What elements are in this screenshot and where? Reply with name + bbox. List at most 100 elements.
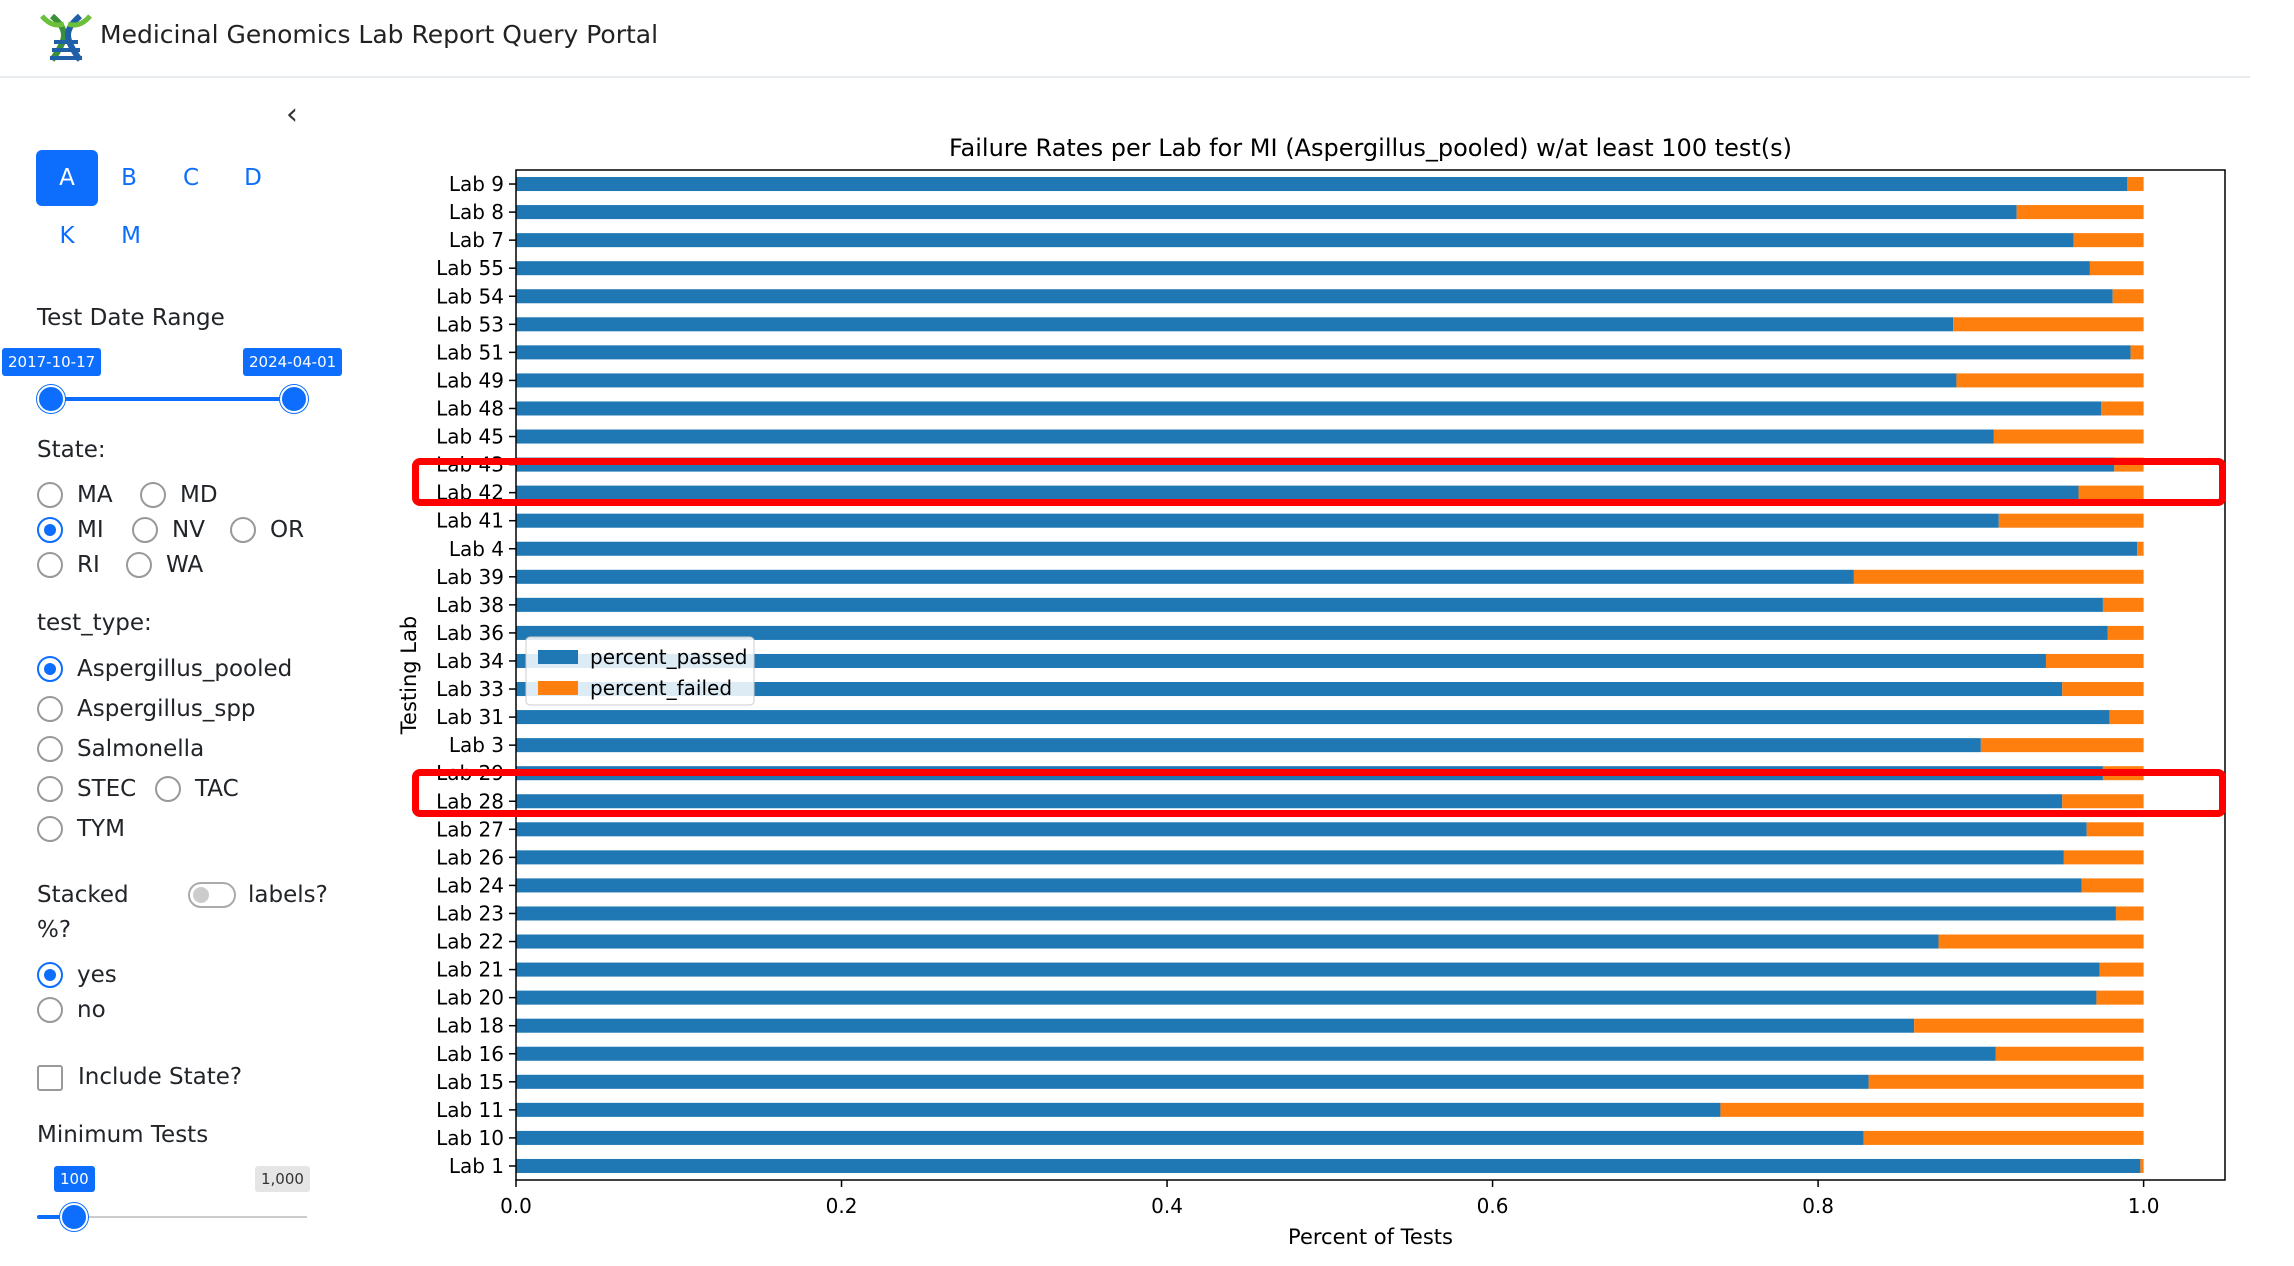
bar-percent-failed (1998, 513, 2144, 528)
bar-percent-passed (516, 934, 1939, 949)
y-tick-label: Lab 11 (436, 1098, 504, 1122)
test-type-label: test_type: (37, 610, 152, 636)
y-tick-label: Lab 51 (436, 340, 504, 364)
tab-k[interactable]: K (59, 223, 75, 249)
y-tick-label: Lab 22 (436, 930, 504, 954)
bar-percent-passed (516, 597, 2103, 612)
bar-percent-failed (2109, 710, 2144, 725)
bar-percent-passed (516, 1018, 1915, 1033)
state-radio-or[interactable]: OR (230, 517, 304, 543)
state-radio-ri[interactable]: RI (37, 552, 100, 578)
y-tick-label: Lab 39 (436, 565, 504, 589)
state-radio-nv[interactable]: NV (132, 517, 205, 543)
plot-frame (515, 169, 2226, 1181)
tab-d[interactable]: D (244, 165, 262, 191)
bar-percent-passed (516, 990, 2097, 1005)
state-radio-ma[interactable]: MA (37, 482, 113, 508)
legend-swatch (538, 650, 578, 664)
bar-percent-failed (2063, 850, 2144, 865)
bar-percent-passed (516, 317, 1954, 332)
state-radio-md[interactable]: MD (140, 482, 218, 508)
test-type-radio-aspergillus-spp[interactable]: Aspergillus_spp (37, 696, 256, 722)
bar-percent-passed (516, 906, 2116, 921)
bar-percent-failed (1995, 1046, 2144, 1061)
bar-percent-passed (516, 625, 2108, 640)
bar-percent-failed (2016, 205, 2144, 220)
bar-percent-passed (516, 345, 2131, 360)
y-tick-label: Lab 33 (436, 677, 504, 701)
bar-percent-failed (2045, 653, 2144, 668)
y-tick-label: Lab 27 (436, 817, 504, 841)
test-type-radio-salmonella[interactable]: Salmonella (37, 736, 204, 762)
date-end-handle[interactable] (280, 385, 308, 413)
state-radio-wa[interactable]: WA (126, 552, 203, 578)
stacked-radio-no[interactable]: no (37, 997, 106, 1023)
tab-a[interactable]: A (36, 150, 98, 206)
min-tests-slider-track[interactable] (37, 1215, 75, 1219)
bar-percent-failed (1868, 1074, 2144, 1089)
test-type-radio-tac[interactable]: TAC (155, 776, 239, 802)
bar-percent-passed (516, 738, 1981, 753)
tab-b[interactable]: B (121, 165, 137, 191)
labels-toggle[interactable] (188, 882, 236, 908)
min-tests-value-tooltip: 100 (54, 1166, 95, 1192)
bar-percent-failed (1953, 317, 2144, 332)
x-tick-label: 0.6 (1477, 1194, 1509, 1218)
bar-percent-passed (516, 850, 2064, 865)
legend-box (525, 636, 755, 706)
dna-logo-icon (40, 13, 92, 62)
y-tick-label: Lab 18 (436, 1014, 504, 1038)
tab-c[interactable]: C (182, 165, 200, 191)
test-type-radio-tym[interactable]: TYM (37, 816, 125, 842)
bar-percent-passed (516, 177, 2128, 192)
stacked-radio-yes[interactable]: yes (37, 962, 117, 988)
highlight-box-lab-28 (412, 769, 2226, 817)
min-tests-slider-rail[interactable] (37, 1216, 307, 1218)
y-tick-label: Lab 23 (436, 901, 504, 925)
bar-percent-passed (516, 1158, 2141, 1173)
legend-label: percent_failed (590, 676, 732, 700)
bar-percent-passed (516, 569, 1854, 584)
bar-percent-passed (516, 373, 1957, 388)
test-type-radio-aspergillus-pooled[interactable]: Aspergillus_pooled (37, 656, 292, 682)
date-start-handle[interactable] (37, 385, 65, 413)
failure-rate-chart: Failure Rates per Lab for MI (Aspergillu… (397, 134, 2226, 1249)
x-tick-label: 0.8 (1802, 1194, 1834, 1218)
bar-percent-failed (2107, 625, 2144, 640)
highlight-box-lab-42 (412, 458, 2226, 506)
collapse-sidebar-chevron-left-icon[interactable]: ‹ (286, 97, 298, 132)
y-tick-label: Lab 53 (436, 312, 504, 336)
bar-percent-failed (2102, 597, 2144, 612)
app-title: Medicinal Genomics Lab Report Query Port… (100, 20, 659, 49)
bar-percent-failed (1980, 738, 2144, 753)
legend-label: percent_passed (590, 645, 747, 669)
labels-toggle-label: labels? (248, 882, 328, 908)
bar-percent-failed (1863, 1130, 2144, 1145)
include-state-checkbox[interactable] (37, 1065, 63, 1091)
legend-swatch (538, 681, 578, 695)
y-tick-label: Lab 45 (436, 425, 504, 449)
x-tick-label: 0.4 (1151, 1194, 1183, 1218)
y-tick-label: Lab 41 (436, 509, 504, 533)
tab-m[interactable]: M (121, 223, 141, 249)
bar-percent-failed (2089, 261, 2144, 276)
stacked-label: Stacked (37, 882, 129, 908)
bar-percent-passed (516, 822, 2087, 837)
date-end-tooltip: 2024-04-01 (243, 348, 343, 376)
date-range-slider-track[interactable] (50, 397, 294, 401)
y-tick-label: Lab 21 (436, 958, 504, 982)
x-axis-label: Percent of Tests (1288, 1225, 1453, 1249)
y-tick-label: Lab 49 (436, 368, 504, 392)
state-radio-mi[interactable]: MI (37, 517, 104, 543)
min-tests-handle[interactable] (60, 1203, 88, 1231)
bar-percent-failed (2137, 541, 2144, 556)
y-tick-label: Lab 15 (436, 1070, 504, 1094)
y-tick-label: Lab 38 (436, 593, 504, 617)
y-tick-label: Lab 20 (436, 986, 504, 1010)
bar-percent-failed (1956, 373, 2144, 388)
bar-percent-passed (516, 794, 2063, 809)
bar-percent-passed (516, 205, 2017, 220)
test-type-radio-stec[interactable]: STEC (37, 776, 136, 802)
x-tick-label: 0.2 (826, 1194, 858, 1218)
bar-percent-passed (516, 541, 2138, 556)
